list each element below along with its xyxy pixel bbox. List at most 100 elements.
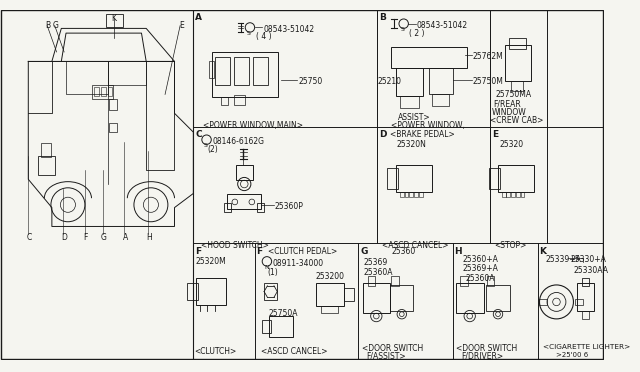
Text: D: D: [379, 130, 387, 139]
Text: >25'00 6: >25'00 6: [556, 352, 589, 358]
Text: 25369: 25369: [363, 257, 387, 267]
Text: 25750M: 25750M: [472, 77, 504, 86]
Bar: [257, 203, 264, 212]
Bar: [575, 299, 583, 305]
Bar: [187, 283, 198, 300]
Text: <CIGARETTE LIGHTER>: <CIGARETTE LIGHTER>: [543, 344, 630, 350]
Bar: [400, 192, 404, 197]
Bar: [486, 285, 510, 311]
Bar: [344, 288, 354, 301]
Bar: [363, 283, 390, 313]
Bar: [516, 192, 520, 197]
Text: <ASCD CANCEL>: <ASCD CANCEL>: [382, 241, 449, 250]
Text: C: C: [26, 233, 31, 242]
Text: <POWER WINDOW,: <POWER WINDOW,: [392, 121, 465, 130]
Text: (2): (2): [207, 145, 218, 154]
Text: 25339+A: 25339+A: [545, 255, 581, 264]
Bar: [316, 283, 344, 306]
Bar: [396, 68, 422, 96]
Text: S: S: [401, 28, 404, 32]
Text: K: K: [540, 247, 547, 256]
Bar: [209, 61, 214, 78]
Bar: [540, 299, 547, 305]
Text: 25360P: 25360P: [275, 202, 303, 211]
Text: 253200: 253200: [316, 272, 345, 281]
Text: <STOP>: <STOP>: [494, 241, 527, 250]
Bar: [456, 283, 484, 313]
Text: A: A: [195, 13, 202, 22]
Bar: [502, 192, 506, 197]
Bar: [109, 123, 117, 132]
Text: 25750A: 25750A: [269, 308, 298, 318]
Text: <POWER WINDOW,MAIN>: <POWER WINDOW,MAIN>: [203, 121, 303, 130]
Bar: [236, 165, 253, 180]
Text: 25320M: 25320M: [195, 257, 226, 266]
Text: <DOOR SWITCH: <DOOR SWITCH: [362, 344, 424, 353]
Text: 25360A: 25360A: [363, 268, 392, 277]
Text: <CLUTCH>: <CLUTCH>: [195, 347, 237, 356]
Bar: [509, 38, 526, 49]
Bar: [404, 192, 408, 197]
Text: D: D: [61, 233, 67, 242]
Bar: [582, 311, 589, 319]
Text: <DOOR SWITCH: <DOOR SWITCH: [456, 344, 518, 353]
Text: G: G: [53, 21, 59, 30]
Bar: [38, 156, 54, 174]
Bar: [368, 276, 376, 286]
Text: <ASCD CANCEL>: <ASCD CANCEL>: [261, 347, 328, 356]
Text: F: F: [257, 247, 262, 256]
Bar: [234, 57, 249, 85]
Bar: [101, 87, 106, 96]
Bar: [390, 285, 413, 311]
Text: 25762M: 25762M: [472, 52, 503, 61]
Text: S: S: [247, 31, 251, 36]
Text: H: H: [146, 233, 152, 242]
Bar: [253, 57, 268, 85]
Bar: [392, 276, 399, 286]
Bar: [387, 168, 398, 189]
Text: F: F: [83, 233, 88, 242]
Bar: [520, 192, 524, 197]
Bar: [215, 57, 230, 85]
Bar: [221, 97, 228, 105]
Bar: [109, 99, 117, 110]
Text: WINDOW: WINDOW: [492, 108, 526, 117]
Bar: [498, 165, 534, 192]
Text: G: G: [360, 247, 367, 256]
Bar: [92, 85, 113, 99]
Text: <CREW CAB>: <CREW CAB>: [490, 116, 543, 125]
Bar: [392, 47, 467, 68]
Text: S: S: [204, 144, 207, 148]
Text: <BRAKE PEDAL>: <BRAKE PEDAL>: [390, 130, 455, 139]
Bar: [262, 320, 271, 333]
Text: 25330+A: 25330+A: [571, 255, 607, 264]
Bar: [414, 192, 418, 197]
Bar: [196, 278, 227, 305]
Text: 08911-34000: 08911-34000: [273, 259, 324, 267]
Bar: [234, 95, 245, 105]
Text: 25750MA: 25750MA: [495, 90, 531, 99]
Text: 25360A: 25360A: [466, 274, 495, 283]
Bar: [223, 203, 231, 212]
Text: 25320N: 25320N: [396, 140, 426, 149]
Text: <CLUTCH PEDAL>: <CLUTCH PEDAL>: [268, 247, 337, 256]
Text: B: B: [45, 21, 51, 30]
Bar: [504, 45, 531, 81]
Bar: [429, 68, 452, 94]
Text: 25210: 25210: [377, 77, 401, 86]
Text: 25369+A: 25369+A: [462, 264, 498, 273]
Text: 08146-6162G: 08146-6162G: [212, 137, 264, 146]
Text: B: B: [379, 13, 386, 22]
Bar: [432, 94, 449, 106]
Bar: [419, 192, 422, 197]
Bar: [396, 165, 432, 192]
Bar: [511, 81, 522, 91]
Text: E: E: [179, 21, 184, 30]
Text: K: K: [111, 14, 116, 23]
Text: 25360: 25360: [392, 247, 415, 256]
Text: 08543-51042: 08543-51042: [417, 21, 468, 30]
Bar: [486, 276, 494, 286]
Bar: [410, 192, 413, 197]
Text: F/DRIVER>: F/DRIVER>: [461, 352, 503, 361]
Text: H: H: [454, 247, 462, 256]
